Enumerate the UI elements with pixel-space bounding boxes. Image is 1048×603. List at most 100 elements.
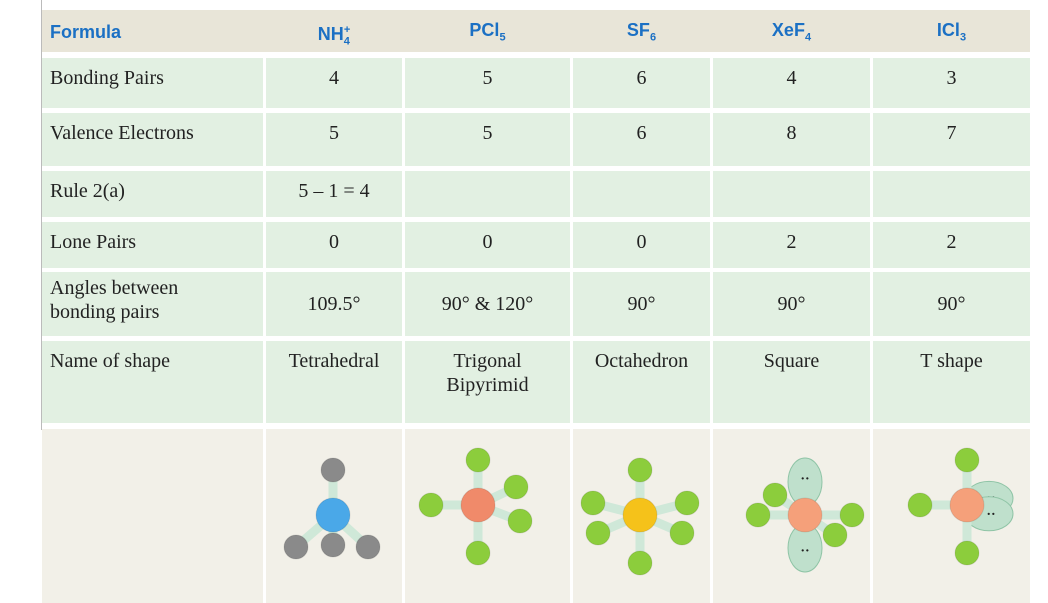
formula-base: ICl [936, 20, 960, 40]
ligand-atom [822, 522, 848, 548]
row-label: Name of shape [42, 341, 263, 423]
row-label-text: Valence Electrons [50, 122, 194, 144]
ligand-atom [503, 474, 529, 500]
cell-text: 5 – 1 = 4 [298, 180, 370, 202]
table-cell: 4 [713, 58, 870, 108]
header-label: Formula [50, 22, 122, 42]
row-label: Valence Electrons [42, 113, 263, 166]
formula-base: XeF [771, 20, 805, 40]
cell-text: 4 [786, 67, 797, 89]
cell-text: Trigonal Bipyrimid [446, 350, 529, 396]
row-label-text: Name of shape [50, 350, 170, 372]
formula-subscript: 4 [804, 31, 812, 44]
table-cell: 90° [873, 272, 1030, 336]
cell-text: 90° [777, 293, 806, 315]
central-atom [460, 487, 496, 523]
formula: XeF4 [713, 18, 870, 50]
ligand-atom [674, 490, 700, 516]
cell-text: 6 [636, 67, 647, 89]
row-label: Lone Pairs [42, 222, 263, 268]
cell-text: 4 [329, 67, 339, 89]
formula-base: SF [626, 20, 650, 40]
ligand-atom [907, 492, 933, 518]
row-label-text: Bonding Pairs [50, 67, 164, 89]
ligand-atom [580, 490, 606, 516]
ligand-atom [839, 502, 865, 528]
formula-base: NH [317, 24, 344, 44]
cell-text: 5 [329, 122, 339, 144]
cell-text: 90° [627, 293, 656, 315]
ligand-atom [627, 550, 653, 576]
row-label-text: Rule 2(a) [50, 180, 125, 202]
table-cell: 3 [873, 58, 1030, 108]
table-cell: 6 [573, 58, 710, 108]
ligand-atom [465, 540, 491, 566]
row-label-text: Angles between bonding pairs [50, 277, 179, 323]
cell-text: 5 [482, 67, 493, 89]
table-cell: 6 [573, 113, 710, 166]
formula: ICl3 [873, 18, 1030, 50]
cell-text: 2 [786, 231, 797, 253]
cell-text: 0 [482, 231, 493, 253]
cell-text: 0 [329, 231, 339, 253]
table-cell: 5 [405, 113, 570, 166]
table-cell: Octahedron [573, 341, 710, 423]
cell-text: 90° [937, 293, 966, 315]
header-band [42, 10, 1030, 52]
row-label-text: Lone Pairs [50, 231, 137, 253]
row-label: Rule 2(a) [42, 171, 263, 217]
table-cell [405, 171, 570, 217]
formula: SF6 [573, 18, 710, 50]
cell-text: 6 [636, 122, 647, 144]
formula-subscript: 5 [499, 31, 506, 44]
cell-text: 2 [946, 231, 957, 253]
table-cell: 8 [713, 113, 870, 166]
central-atom [787, 497, 823, 533]
formula-subscript: 4 [343, 35, 350, 48]
formula: PCl5 [405, 18, 570, 50]
table-cell: 90° [573, 272, 710, 336]
table-cell: 0 [405, 222, 570, 268]
cell-text: T shape [920, 350, 983, 372]
ligand-atom [418, 492, 444, 518]
table-cell: 2 [873, 222, 1030, 268]
ligand-atom [745, 502, 771, 528]
cell-text: 5 [482, 122, 493, 144]
image-cell [42, 429, 263, 603]
table-cell: 90° [713, 272, 870, 336]
formula-superscript: + [343, 24, 351, 36]
table-cell [713, 171, 870, 217]
row-label: Bonding Pairs [42, 58, 263, 108]
ligand-atom [355, 534, 381, 560]
lone-pair-dots: ·· [986, 508, 995, 523]
ligand-atom [465, 447, 491, 473]
cell-text: 90° & 120° [441, 293, 534, 315]
table-cell: 90° & 120° [405, 272, 570, 336]
table-cell: 109.5° [266, 272, 402, 336]
table-cell: 5 [266, 113, 402, 166]
formula-subscript: 3 [959, 31, 967, 44]
central-atom [315, 497, 351, 533]
ligand-atom [669, 520, 695, 546]
cell-text: 109.5° [307, 293, 361, 315]
ligand-atom [585, 520, 611, 546]
table-cell: Trigonal Bipyrimid [405, 341, 570, 423]
left-rule [41, 0, 42, 430]
table-cell: T shape [873, 341, 1030, 423]
table-cell [873, 171, 1030, 217]
ligand-atom [507, 508, 533, 534]
cell-text: Octahedron [594, 350, 689, 372]
table-cell: 5 – 1 = 4 [266, 171, 402, 217]
formula-base: PCl [469, 20, 500, 40]
formula: NH4+ [266, 18, 402, 54]
cell-text: Tetrahedral [288, 350, 380, 372]
lone-pair-dots: ·· [800, 472, 809, 487]
table-cell: 5 [405, 58, 570, 108]
cell-text: 8 [786, 122, 797, 144]
table-cell: 4 [266, 58, 402, 108]
ligand-atom [954, 447, 980, 473]
table-cell: 2 [713, 222, 870, 268]
row-label: Angles between bonding pairs [42, 272, 263, 336]
